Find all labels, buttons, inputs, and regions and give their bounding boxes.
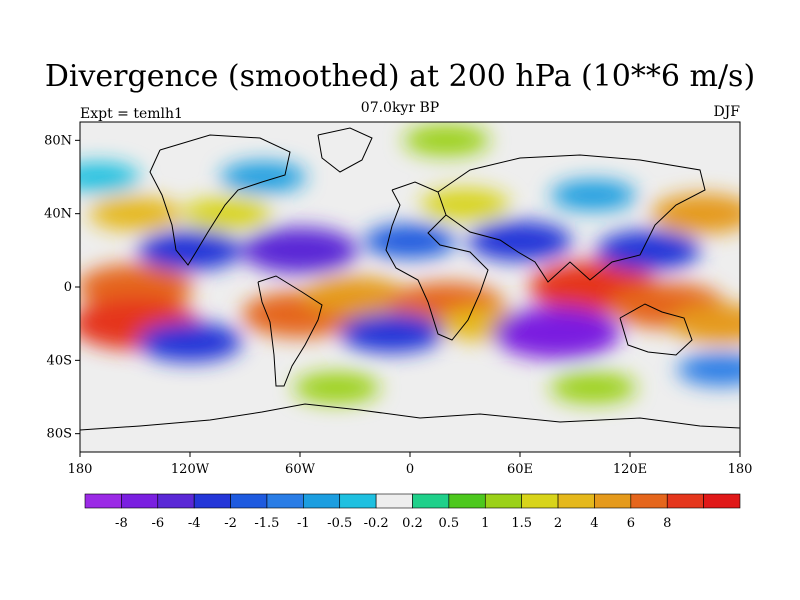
colorbar-swatch-7 — [339, 493, 377, 509]
divergence-blob-20 — [596, 230, 701, 271]
divergence-blob-11 — [182, 197, 272, 230]
colorbar-label-6: -0.5 — [327, 516, 352, 531]
x-tick-label-4: 60E — [507, 462, 533, 477]
coastline-south-america — [257, 275, 323, 387]
divergence-blob-10 — [89, 196, 181, 231]
colorbar-swatch-1 — [121, 493, 159, 509]
colorbar-swatch-6 — [303, 493, 341, 509]
x-tick-label-1: 120W — [171, 462, 210, 477]
divergence-blob-16 — [138, 230, 242, 271]
colorbar-swatch-9 — [412, 493, 450, 509]
colorbar-label-4: -1.5 — [254, 516, 279, 531]
coastline-antarctica — [80, 403, 740, 431]
divergence-blob-14 — [293, 372, 380, 404]
divergence-blob-0 — [80, 264, 193, 310]
colorbar-label-9: 0.5 — [439, 516, 460, 531]
divergence-blob-22 — [339, 312, 444, 353]
colorbar-label-15: 8 — [663, 516, 671, 531]
colorbar-label-12: 2 — [554, 516, 562, 531]
colorbar-swatch-8 — [375, 493, 413, 509]
divergence-blob-17 — [242, 227, 358, 274]
y-tick-label-4: 80S — [47, 427, 72, 442]
divergence-field — [80, 124, 740, 404]
colorbar: -8 -6 -4 -2 -1.5 -1 -0.5 -0.2 0.2 0.5 1 1.5 2 4 6 8 — [84, 493, 741, 531]
colorbar-label-5: -1 — [297, 516, 310, 531]
colorbar-swatch-2 — [157, 493, 195, 509]
x-tick-label-0: 180 — [68, 462, 93, 477]
x-tick-label-3: 0 — [406, 462, 414, 477]
colorbar-label-1: -6 — [151, 516, 164, 531]
colorbar-swatch-17 — [703, 493, 741, 509]
chart-subtitle: 07.0kyr BP — [360, 100, 440, 116]
x-tick-label-6: 180 — [728, 462, 753, 477]
colorbar-swatch-5 — [266, 493, 304, 509]
colorbar-label-7: -0.2 — [364, 516, 389, 531]
divergence-blob-12 — [420, 188, 510, 221]
x-tick-label-5: 120E — [613, 462, 647, 477]
colorbar-swatch-14 — [594, 493, 632, 509]
coastlines — [80, 127, 740, 431]
chart-title: Divergence (smoothed) at 200 hPa (10**6 … — [44, 59, 756, 94]
colorbar-label-10: 1 — [481, 516, 489, 531]
colorbar-swatch-15 — [630, 493, 668, 509]
map-plot-area — [80, 122, 740, 452]
colorbar-swatch-13 — [557, 493, 595, 509]
coastline-australia — [619, 303, 693, 356]
colorbar-label-2: -4 — [188, 516, 201, 531]
coastline-greenland — [317, 127, 373, 173]
divergence-blob-25 — [220, 161, 307, 193]
divergence-blob-3 — [303, 276, 407, 317]
y-tick-label-3: 40S — [47, 353, 72, 368]
divergence-blob-19 — [468, 221, 572, 262]
colorbar-label-13: 4 — [590, 516, 598, 531]
coastline-north-america — [149, 134, 291, 266]
x-tick-label-2: 60W — [285, 462, 316, 477]
colorbar-swatch-11 — [484, 493, 522, 509]
divergence-blob-18 — [364, 224, 456, 259]
colorbar-swatch-3 — [193, 493, 231, 509]
divergence-blob-26 — [677, 353, 740, 386]
y-tick-label-2: 0 — [64, 280, 72, 295]
y-tick-label-1: 40N — [44, 207, 72, 222]
colorbar-swatch-0 — [84, 493, 122, 509]
colorbar-swatch-10 — [448, 493, 486, 509]
divergence-blob-13 — [403, 124, 490, 156]
divergence-blob-8 — [669, 303, 740, 344]
colorbar-label-8: 0.2 — [402, 516, 423, 531]
colorbar-swatch-4 — [230, 493, 268, 509]
divergence-blob-15 — [550, 372, 637, 404]
colorbar-swatch-12 — [521, 493, 559, 509]
divergence-blob-24 — [550, 179, 637, 211]
colorbar-label-14: 6 — [627, 516, 635, 531]
divergence-blob-9 — [651, 193, 740, 234]
colorbar-label-0: -8 — [115, 516, 128, 531]
colorbar-label-3: -2 — [224, 516, 237, 531]
y-tick-label-0: 80N — [44, 133, 72, 148]
axis-ticks: 180 120W 60W 0 60E 120E 180 80N 40N 0 40S 80S — [44, 133, 752, 477]
coastline-asia — [437, 154, 706, 283]
divergence-blob-23 — [492, 306, 621, 359]
colorbar-label-11: 1.5 — [511, 516, 532, 531]
divergence-blob-27 — [80, 162, 140, 192]
experiment-label: Expt = temlh1 — [80, 106, 183, 122]
divergence-blob-21 — [138, 322, 242, 362]
season-label: DJF — [713, 104, 740, 120]
colorbar-swatch-16 — [666, 493, 704, 509]
